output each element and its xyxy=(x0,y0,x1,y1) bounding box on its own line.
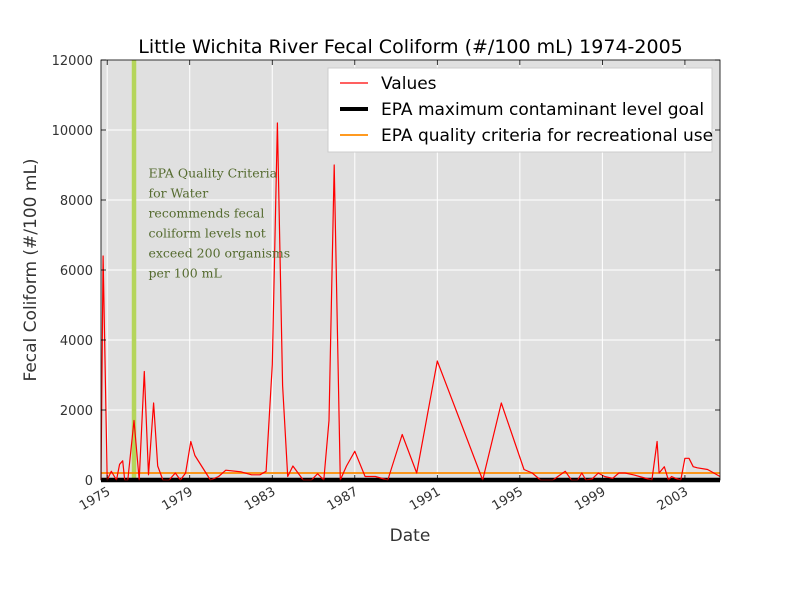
annotation-line: per 100 mL xyxy=(148,265,221,280)
x-tick-label: 1979 xyxy=(160,484,196,514)
y-tick-label: 12000 xyxy=(52,54,93,69)
y-tick-label: 0 xyxy=(85,474,93,489)
y-tick-label: 2000 xyxy=(60,404,93,419)
x-tick-label: 1991 xyxy=(407,484,443,514)
annotation: EPA Quality Criteria for Water recommends … xyxy=(148,165,290,280)
legend-label: EPA maximum contaminant level goal xyxy=(381,100,704,120)
x-tick-label: 1999 xyxy=(572,484,608,514)
x-tick-label: 2003 xyxy=(655,484,691,514)
legend-box xyxy=(327,67,713,153)
y-tick-label: 6000 xyxy=(60,264,93,279)
annotation-line: coliform levels not xyxy=(148,225,265,240)
legend-label: EPA quality criteria for recreational us… xyxy=(381,126,713,146)
x-tick-label: 1987 xyxy=(325,484,361,514)
annotation-line: exceed 200 organisms xyxy=(148,245,290,260)
x-tick-label: 1995 xyxy=(490,484,526,514)
y-tick-label: 10000 xyxy=(52,124,93,139)
legend-label: Values xyxy=(381,74,437,94)
x-axis-label: Date xyxy=(390,526,431,546)
y-ticks: 0 2000 4000 6000 8000 10000 12000 xyxy=(52,54,720,489)
annotation-line: EPA Quality Criteria xyxy=(148,165,277,180)
x-tick-label: 1983 xyxy=(242,484,278,514)
annotation-line: recommends fecal xyxy=(148,205,264,220)
x-tick-label: 1975 xyxy=(77,484,113,514)
chart-title: Little Wichita River Fecal Coliform (#/1… xyxy=(138,36,683,58)
grid xyxy=(101,59,720,481)
legend: Values EPA maximum contaminant level goal… xyxy=(327,67,713,153)
y-axis-label: Fecal Coliform (#/100 mL) xyxy=(21,158,41,381)
y-tick-label: 8000 xyxy=(60,194,93,209)
annotation-line: for Water xyxy=(148,185,208,200)
y-tick-label: 4000 xyxy=(60,334,93,349)
